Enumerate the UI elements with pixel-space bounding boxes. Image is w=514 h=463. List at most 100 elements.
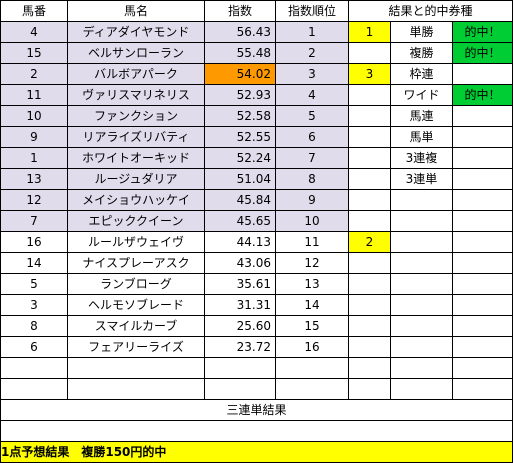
trifecta-blank-row	[0, 420, 513, 442]
finish-position-cell	[348, 168, 391, 190]
table-row: 6 フェアリーライズ 23.72 16	[0, 336, 513, 358]
bet-type-cell	[390, 315, 453, 337]
horse-number-cell: 7	[0, 210, 68, 232]
bet-type-cell: ワイド	[390, 84, 453, 106]
hit-status-cell: 的中！	[452, 42, 513, 64]
index-value-cell: 25.60	[204, 315, 276, 337]
index-rank-cell: 15	[275, 315, 349, 337]
bet-type-cell: 3連複	[390, 147, 453, 169]
table-row: 8 スマイルカーブ 25.60 15	[0, 315, 513, 337]
finish-position-cell	[348, 189, 391, 211]
hit-status-cell	[452, 273, 513, 295]
bet-type-cell: 馬単	[390, 126, 453, 148]
horse-number-cell: 6	[0, 336, 68, 358]
horse-number-cell: 8	[0, 315, 68, 337]
index-rank-cell	[275, 378, 349, 400]
index-rank-cell: 10	[275, 210, 349, 232]
header-index: 指数	[204, 0, 276, 22]
horse-number-cell: 11	[0, 84, 68, 106]
index-value-cell: 45.84	[204, 189, 276, 211]
hit-status-cell: 的中！	[452, 84, 513, 106]
hit-status-cell	[452, 126, 513, 148]
horse-name-cell: スマイルカーブ	[67, 315, 205, 337]
finish-position-cell	[348, 126, 391, 148]
hit-status-cell: 的中！	[452, 21, 513, 43]
table-row: 11 ヴァリスマリネリス 52.93 4 ワイド 的中！	[0, 84, 513, 106]
horse-name-cell: ランブローグ	[67, 273, 205, 295]
index-rank-cell: 2	[275, 42, 349, 64]
horse-number-cell	[0, 378, 68, 400]
hit-status-cell	[452, 63, 513, 85]
index-value-cell: 52.55	[204, 126, 276, 148]
index-rank-cell: 1	[275, 21, 349, 43]
horse-name-cell: ファンクション	[67, 105, 205, 127]
table-row: 3 ヘルモソブレード 31.31 14	[0, 294, 513, 316]
index-rank-cell: 3	[275, 63, 349, 85]
finish-position-cell: 3	[348, 63, 391, 85]
index-value-cell: 54.02	[204, 63, 276, 85]
header-row: 馬番 馬名 指数 指数順位 結果と的中券種	[0, 0, 513, 22]
hit-status-cell	[452, 231, 513, 253]
finish-position-cell: 2	[348, 231, 391, 253]
horse-name-cell: バルボアパーク	[67, 63, 205, 85]
bet-type-cell: 複勝	[390, 42, 453, 64]
index-value-cell: 43.06	[204, 252, 276, 274]
horse-number-cell: 1	[0, 147, 68, 169]
index-value-cell: 35.61	[204, 273, 276, 295]
table-row: 1 ホワイトオーキッド 52.24 7 3連複	[0, 147, 513, 169]
index-rank-cell: 13	[275, 273, 349, 295]
index-value-cell: 52.93	[204, 84, 276, 106]
horse-number-cell: 9	[0, 126, 68, 148]
index-rank-cell: 12	[275, 252, 349, 274]
horse-name-cell: メイショウハッケイ	[67, 189, 205, 211]
horse-name-cell	[67, 378, 205, 400]
index-value-cell	[204, 357, 276, 379]
horse-number-cell: 16	[0, 231, 68, 253]
table-row: 2 バルボアパーク 54.02 3 3 枠連	[0, 63, 513, 85]
header-rank: 指数順位	[275, 0, 349, 22]
horse-name-cell: ルージュダリア	[67, 168, 205, 190]
bet-type-cell: 単勝	[390, 21, 453, 43]
finish-position-cell	[348, 252, 391, 274]
horse-number-cell	[0, 357, 68, 379]
table-row: 10 ファンクション 52.58 5 馬連	[0, 105, 513, 127]
finish-position-cell	[348, 147, 391, 169]
horse-name-cell: ルールザウェイヴ	[67, 231, 205, 253]
bet-type-cell: 馬連	[390, 105, 453, 127]
index-value-cell: 52.24	[204, 147, 276, 169]
bet-type-cell: 枠連	[390, 63, 453, 85]
index-rank-cell: 14	[275, 294, 349, 316]
bet-type-cell: 3連単	[390, 168, 453, 190]
table-row: 16 ルールザウェイヴ 44.13 11 2	[0, 231, 513, 253]
index-value-cell: 56.43	[204, 21, 276, 43]
horse-number-cell: 4	[0, 21, 68, 43]
index-value-cell	[204, 378, 276, 400]
header-number: 馬番	[0, 0, 68, 22]
horse-number-cell: 5	[0, 273, 68, 295]
horse-name-cell: ホワイトオーキッド	[67, 147, 205, 169]
hit-status-cell	[452, 294, 513, 316]
horse-number-cell: 13	[0, 168, 68, 190]
hit-status-cell	[452, 378, 513, 400]
horse-name-cell: フェアリーライズ	[67, 336, 205, 358]
bet-type-cell	[390, 252, 453, 274]
hit-status-cell	[452, 357, 513, 379]
index-rank-cell: 16	[275, 336, 349, 358]
horse-name-cell: ディアダイヤモンド	[67, 21, 205, 43]
finish-position-cell	[348, 210, 391, 232]
table-row: 5 ランブローグ 35.61 13	[0, 273, 513, 295]
header-name: 馬名	[67, 0, 205, 22]
horse-name-cell	[67, 357, 205, 379]
finish-position-cell	[348, 84, 391, 106]
index-value-cell: 51.04	[204, 168, 276, 190]
bet-type-cell	[390, 294, 453, 316]
horse-name-cell: ヴァリスマリネリス	[67, 84, 205, 106]
trifecta-blank	[0, 420, 513, 442]
table-row	[0, 378, 513, 400]
hit-status-cell	[452, 168, 513, 190]
trifecta-row: 三連単結果	[0, 399, 513, 421]
index-value-cell: 23.72	[204, 336, 276, 358]
horse-number-cell: 14	[0, 252, 68, 274]
